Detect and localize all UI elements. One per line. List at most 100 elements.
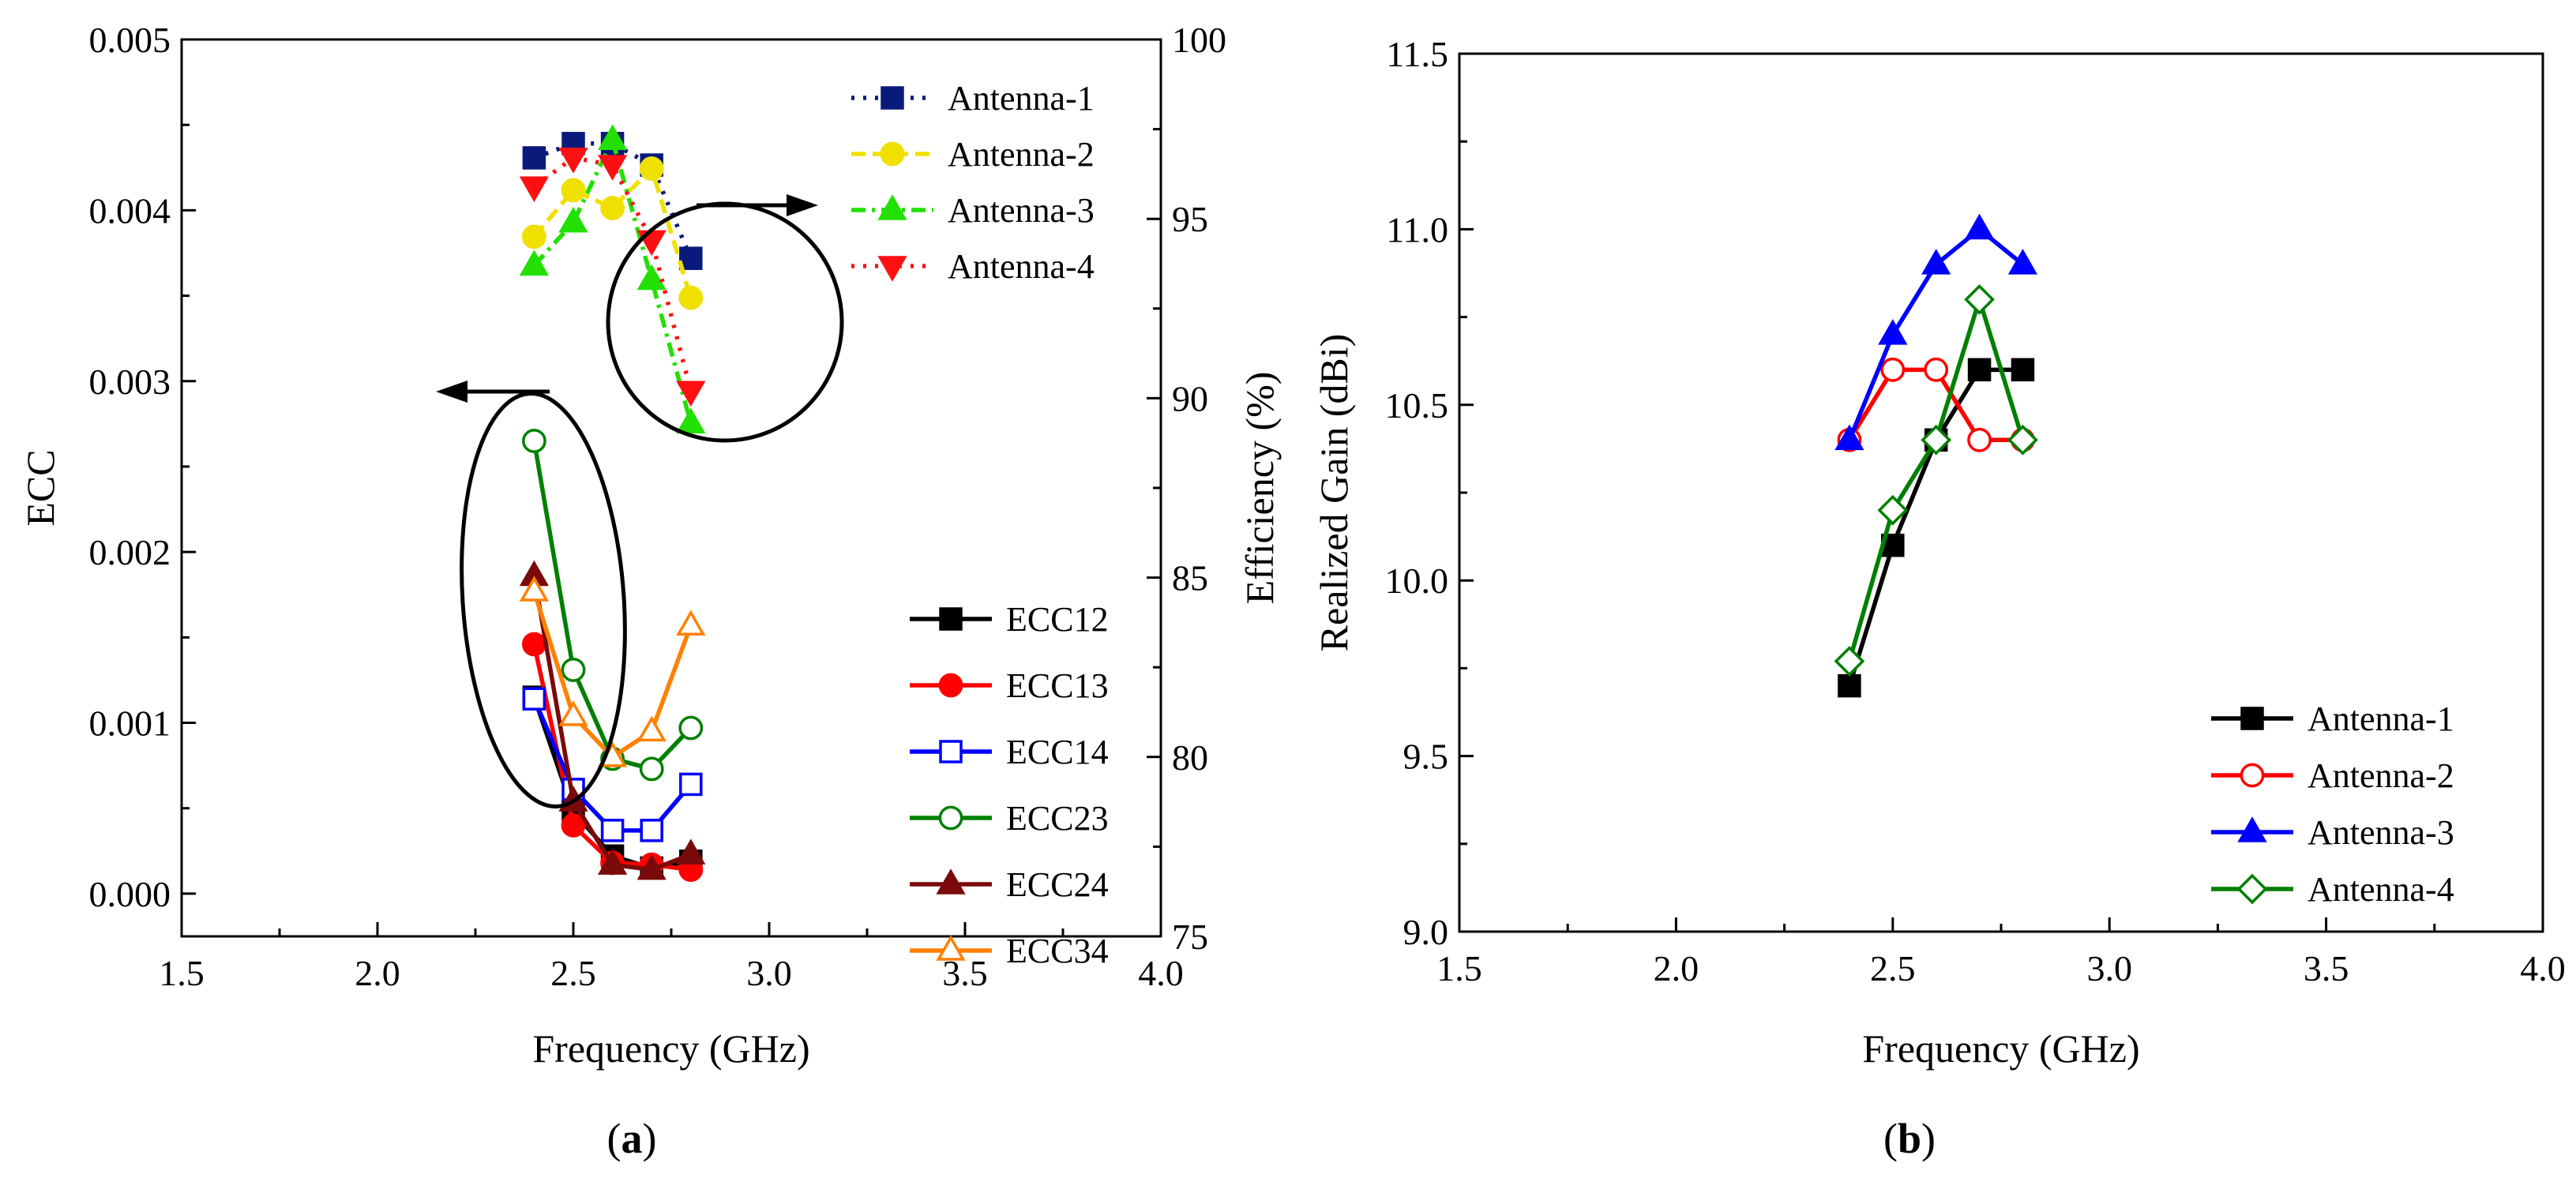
panel-b-legend-marker-3 [2236,873,2268,905]
panel-a-ytick-label-4: 0.004 [89,190,171,231]
panel-b-point-antenna-3-1 [1878,319,1908,345]
panel-b-point-antenna-4-0 [1834,646,1865,677]
panel-a-y2tick-label-5: 100 [1172,20,1226,60]
panel-a-ytick-label-5: 0.005 [89,20,171,60]
panel-a-y2tick-label-4: 95 [1172,199,1208,239]
panel-b-line-antenna-1 [1847,367,2023,687]
panel-a-eff-point-antenna-2-3 [639,156,664,181]
panel-a-ytick-label-1: 0.001 [89,703,171,744]
panel-b-chart: 1.5 2.0 2.5 3.0 3.5 4.0 9.0 9.5 10.0 10.5 11.0 11.5… [1312,34,2566,1071]
panel-a-eff-legend-marker-2 [877,194,907,220]
panel-a-ecc-point-ecc34-4 [676,610,706,636]
panel-a-eff-legend-marker-0 [881,86,904,110]
panel-b-label: (b) [1883,1115,1936,1162]
panel-a-ecc-point-ecc14-0 [522,687,546,711]
panel-a-eff-legend-label-0: Antenna-1 [948,79,1095,118]
panel-a-ecc-point-ecc23-4 [678,715,704,741]
panel-b-point-antenna-1-4 [2011,358,2035,382]
panel-a-ecc-legend-marker-1 [938,673,963,698]
panel-a-ytick-label-3: 0.003 [89,362,171,402]
panel-a-chart: 1.5 2.0 2.5 3.0 3.5 4.00.0000.0010.0020.0030.… [18,20,1282,1071]
panel-a-eff-line-antenna-2 [532,166,693,298]
panel-a-eff-point-antenna-1-0 [522,146,546,170]
panel-b-xtick-label-2: 2.5 [1870,948,1916,988]
panel-a-eff-series-antenna-3 [519,124,706,434]
panel-a-ecc-legend-marker-5 [936,935,966,961]
panel-a-ecc-legend-label-5: ECC34 [1006,932,1109,970]
panel-b-legend-label-3: Antenna-4 [2308,870,2454,909]
panel-a-ecc-point-ecc23-0 [522,429,546,453]
panel-a-annotation-arrowhead-ecc [436,381,468,403]
panel-a-eff-point-antenna-2-1 [561,178,586,203]
panel-a-ecc-legend-marker-4 [936,868,966,895]
panel-a-ecc-legend-label-3: ECC23 [1006,799,1109,838]
panel-a-label: (a) [607,1115,657,1162]
panel-a-eff-legend-label-1: Antenna-2 [948,135,1095,174]
panel-a-annotation-ellipse-ecc [460,392,627,808]
panel-a-ecc-point-ecc34-3 [636,715,667,742]
panel-a-y2tick-label-3: 90 [1172,378,1208,418]
panel-b-point-antenna-3-2 [1921,249,1951,275]
panel-b-point-antenna-4-3 [1964,283,1995,315]
panel-b-legend-label-0: Antenna-1 [2308,700,2454,738]
panel-a-ecc-point-ecc24-3 [636,853,667,880]
panel-a-annotation-arrowhead-efficiency [787,194,818,216]
panel-a-ecc-point-ecc13-0 [522,632,546,657]
panel-a-eff-point-antenna-3-0 [519,249,550,276]
panel-a-y2tick-label-2: 85 [1172,558,1208,598]
panel-b-point-antenna-3-0 [1834,424,1864,451]
panel-a-eff-point-antenna-2-4 [678,285,704,310]
panel-a-eff-legend-marker-3 [877,256,907,282]
panel-b-series-antenna-3 [1834,213,2038,451]
panel-a-ecc-point-ecc34-1 [558,700,588,726]
panel-b-xtick-label-5: 4.0 [2520,948,2566,988]
panel-b-xlabel: Frequency (GHz) [1862,1026,2139,1071]
panel-b-ytick-label-4: 11.0 [1386,209,1448,249]
panel-b-ytick-label-1: 9.5 [1403,737,1449,777]
panel-a-ecc-point-ecc14-4 [679,772,703,797]
panel-b-ytick-label-5: 11.5 [1386,34,1448,74]
panel-b-legend-label-2: Antenna-3 [2308,813,2454,852]
panel-a-ytick-label-2: 0.002 [89,532,171,572]
panel-b-ytick-label-2: 10.0 [1385,561,1449,601]
panel-a-eff-line-antenna-4 [532,156,693,392]
panel-a-eff-point-antenna-2-2 [600,196,625,220]
panel-b-plot-frame [1458,52,2544,933]
panel-b-point-antenna-4-1 [1877,494,1909,526]
panel-b-legend-marker-0 [2240,707,2264,730]
panel-a-eff-legend-marker-1 [880,141,905,167]
panel-a-y2label: Efficiency (%) [1237,372,1282,605]
panel-a-ecc-legend-marker-2 [939,740,963,763]
panel-a-ecc-point-ecc23-3 [639,756,664,782]
panel-a-ecc-legend-label-2: ECC14 [1006,733,1109,771]
panel-a-eff-legend-label-2: Antenna-3 [948,191,1095,230]
panel-a-ecc-legend-label-1: ECC13 [1006,666,1109,705]
panel-a-xtick-label-5: 4.0 [1138,953,1184,993]
panel-b-legend-marker-1 [2240,763,2265,788]
panel-b-legend-label-1: Antenna-2 [2308,756,2454,795]
panel-a-annotation-ellipse-efficiency [606,201,844,443]
panel-a-xtick-label-0: 1.5 [159,953,205,993]
panel-b-point-antenna-4-4 [2007,424,2038,456]
panel-a-eff-point-antenna-4-1 [558,148,588,174]
panel-a-xtick-label-1: 2.0 [355,953,400,993]
panel-a-ecc-legend-label-0: ECC12 [1006,600,1109,639]
panel-b-point-antenna-1-3 [1967,358,1992,382]
panel-a-ecc-legend-marker-3 [938,805,963,831]
panel-b-ytick-label-3: 10.5 [1385,385,1449,426]
panel-a-eff-legend-label-3: Antenna-4 [948,247,1095,286]
panel-a-ecc-point-ecc34-0 [519,576,550,602]
panel-b-point-antenna-3-4 [2007,249,2038,275]
panel-a-xtick-label-2: 2.5 [550,953,596,993]
panel-a-ecc-legend-marker-0 [939,607,963,631]
panel-b-ylabel: Realized Gain (dBi) [1312,334,1356,652]
panel-b-point-antenna-1-0 [1838,673,1861,698]
panel-a-eff-line-antenna-3 [532,137,693,424]
panel-a-eff-point-antenna-2-0 [522,224,546,249]
panel-a-eff-point-antenna-3-3 [636,264,667,291]
panel-b-legend-marker-2 [2237,816,2267,842]
panel-b-xtick-label-0: 1.5 [1436,948,1482,988]
panel-a-ecc-point-ecc14-3 [640,819,663,842]
panel-a-ecc-point-ecc24-4 [676,838,706,865]
